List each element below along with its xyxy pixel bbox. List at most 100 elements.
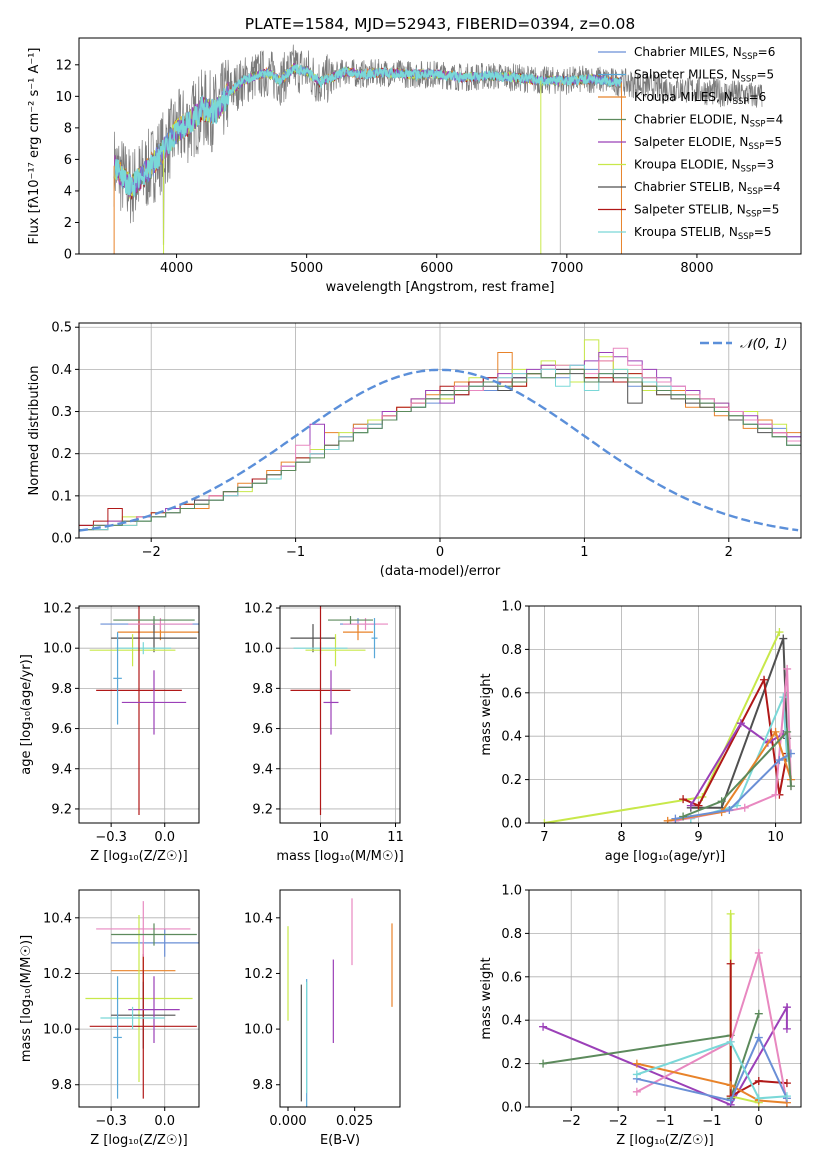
weight-marker <box>726 1096 735 1105</box>
x-tick-label: 0 <box>755 1114 763 1129</box>
x-axis-label: wavelength [Angstrom, rest frame] <box>326 280 555 295</box>
mass-vs-z-panel: −0.3 0.0 9.8 10.0 10.2 10.4 Z [log₁₀(Z/Z☉)] mas… <box>19 889 200 1148</box>
x-tick-label: 9 <box>694 830 702 845</box>
y-tick-label: 1.0 <box>501 600 522 615</box>
y-tick-label: 9.2 <box>252 802 273 817</box>
histogram-step <box>79 368 801 526</box>
x-tick-label: 0.0 <box>154 1114 175 1129</box>
y-tick-label: 10.0 <box>244 642 273 657</box>
x-tick-label: 2 <box>725 545 733 560</box>
x-axis-label: mass [log₁₀(M/M☉)] <box>276 849 403 864</box>
y-tick-label: 0.4 <box>51 363 72 378</box>
x-tick-label: 7000 <box>550 261 583 276</box>
legend-label: Chabrier ELODIE, NSSP=4 <box>634 113 783 130</box>
y-tick-label: 6 <box>64 153 72 168</box>
histogram-step <box>79 368 801 531</box>
x-tick-label: −2 <box>562 1114 581 1129</box>
legend-label: Kroupa STELIB, NSSP=5 <box>634 225 772 242</box>
x-tick-label: 10 <box>312 830 329 845</box>
weight-marker <box>771 790 780 799</box>
weight-marker <box>754 1076 763 1085</box>
weight-marker <box>694 801 703 810</box>
legend-label: Salpeter ELODIE, NSSP=5 <box>634 135 782 152</box>
y-axis-label: age [log₁₀(age/yr)] <box>19 654 34 775</box>
weight-marker <box>782 1003 791 1012</box>
x-tick-label: 5000 <box>290 261 323 276</box>
y-tick-label: 0.2 <box>51 447 72 462</box>
weight-marker <box>783 727 792 736</box>
y-tick-label: 12 <box>55 58 72 73</box>
y-tick-label: 10.0 <box>43 642 72 657</box>
y-tick-label: 0.6 <box>501 686 522 701</box>
weight-marker <box>754 1033 763 1042</box>
residuals-plot-area <box>79 339 801 532</box>
weight-marker <box>540 819 549 823</box>
y-tick-label: 0.8 <box>501 927 522 942</box>
y-axis-label: mass weight <box>479 673 494 755</box>
y-tick-label: 9.8 <box>252 1078 273 1093</box>
weight-line <box>636 1040 787 1100</box>
weight-marker <box>632 1087 641 1096</box>
x-axis-label: (data-model)/error <box>380 564 501 579</box>
weight-vs-z-plot-area <box>539 909 791 1107</box>
mass-vs-z-plot-area <box>85 901 199 1099</box>
legend-label: 𝒩(0, 1) <box>740 337 787 352</box>
y-tick-label: 0.5 <box>51 321 72 336</box>
y-tick-label: 9.4 <box>252 762 273 777</box>
x-tick-label: 11 <box>387 830 404 845</box>
weight-marker <box>775 756 784 765</box>
x-tick-label: 10 <box>767 830 784 845</box>
x-tick-label: 0.025 <box>336 1114 373 1129</box>
figure-title: PLATE=1584, MJD=52943, FIBERID=0394, z=0… <box>245 15 635 33</box>
y-tick-label: 10.2 <box>244 967 273 982</box>
y-tick-label: 10.2 <box>244 602 273 617</box>
weight-line <box>682 729 792 818</box>
residuals-panel: −2 −1 0 1 2 0.0 0.1 0.2 0.3 0.4 0.5 (data-model)/er… <box>27 321 802 579</box>
y-tick-label: 9.8 <box>51 682 72 697</box>
y-tick-label: 0 <box>64 248 72 263</box>
y-axis-label: mass weight <box>479 957 494 1039</box>
y-tick-label: 0.4 <box>501 1014 522 1029</box>
weight-marker <box>725 805 734 814</box>
axes-frame <box>528 605 802 824</box>
weight-marker <box>782 1024 791 1033</box>
weight-marker <box>754 948 763 957</box>
histogram-step <box>79 339 801 531</box>
weight-vs-age-plot-area <box>540 628 795 823</box>
y-tick-label: 10 <box>55 90 72 105</box>
histogram-step <box>79 347 801 531</box>
x-axis-label: Z [log₁₀(Z/Z☉)] <box>90 849 187 864</box>
y-axis-label: mass [log₁₀(M/M☉)] <box>19 935 34 1062</box>
x-tick-label: 8 <box>617 830 625 845</box>
y-tick-label: 10.0 <box>244 1023 273 1038</box>
spectrum-panel: 4000 5000 6000 7000 8000 0 2 4 6 8 10 12 wavelength … <box>27 37 802 295</box>
weight-marker <box>779 634 788 643</box>
legend-label: Kroupa ELODIE, NSSP=3 <box>634 158 774 175</box>
weight-marker <box>717 797 726 806</box>
weight-marker <box>736 719 745 728</box>
y-tick-label: 0.3 <box>51 405 72 420</box>
y-tick-label: 9.8 <box>252 682 273 697</box>
x-tick-label: −0.3 <box>95 1114 127 1129</box>
weight-vs-z-panel: −2 −2 −1 −1 0 0.0 0.2 0.4 0.6 0.8 1.0 Z [log₁₀(Z/Z☉… <box>479 884 802 1148</box>
weight-marker <box>782 1092 791 1101</box>
weight-vs-age-panel: 7 8 9 10 0.0 0.2 0.4 0.6 0.8 1.0 age [log₁₀(age/yr… <box>479 600 802 864</box>
weight-marker <box>632 1070 641 1079</box>
histogram-step <box>79 368 801 531</box>
weight-marker <box>663 816 672 823</box>
y-tick-label: 2 <box>64 216 72 231</box>
y-tick-label: 0.2 <box>501 773 522 788</box>
y-tick-label: 4 <box>64 184 72 199</box>
y-tick-label: 0.0 <box>501 1101 522 1116</box>
y-tick-label: 10.2 <box>43 967 72 982</box>
weight-marker <box>686 801 695 810</box>
weight-marker <box>726 1081 735 1090</box>
spectrum-legend: Chabrier MILES, NSSP=6 Salpeter MILES, NS… <box>598 45 783 242</box>
weight-marker <box>740 803 749 812</box>
y-tick-label: 9.2 <box>51 802 72 817</box>
x-tick-label: −2 <box>609 1114 628 1129</box>
x-tick-label: 6000 <box>420 261 453 276</box>
weight-marker <box>726 1037 735 1046</box>
weight-marker <box>786 782 795 791</box>
y-tick-label: 0.0 <box>51 532 72 547</box>
